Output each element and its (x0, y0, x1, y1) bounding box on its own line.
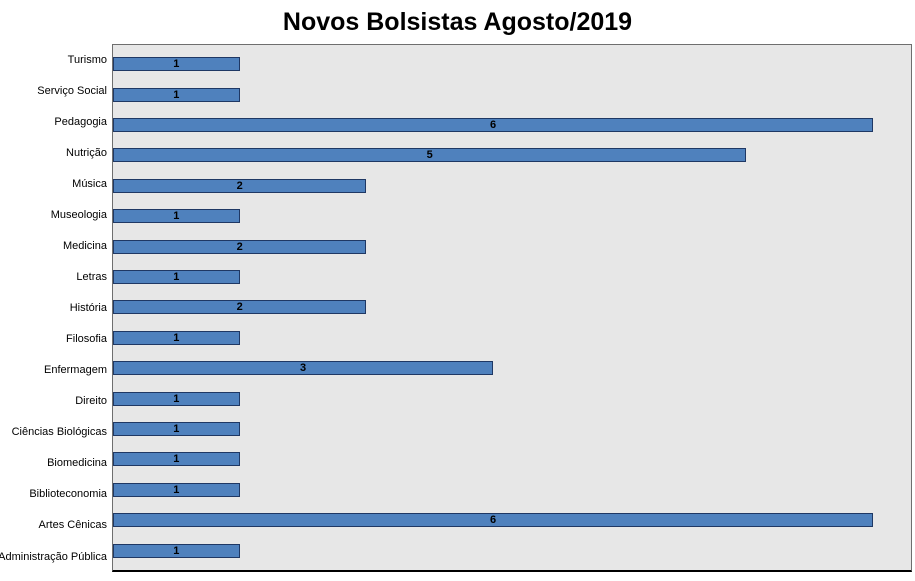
bar: 3 (113, 361, 493, 376)
bar-slot: 1 (113, 201, 911, 231)
bar-value-label: 6 (489, 514, 497, 527)
bar: 2 (113, 239, 367, 254)
bar-value-label: 1 (173, 483, 180, 496)
category-label: Filosofia (66, 333, 107, 346)
category-label: Serviço Social (37, 84, 107, 97)
bar: 2 (113, 300, 367, 315)
category-label: Biblioteconomia (29, 488, 107, 501)
bar: 1 (113, 330, 240, 345)
bar-value-label: 2 (236, 240, 243, 253)
bar: 2 (113, 178, 367, 193)
bar: 1 (113, 482, 240, 497)
chart-body: Turismo Serviço Social Pedagogia Nutrição Mú… (0, 44, 912, 572)
category-label: Museologia (50, 208, 107, 221)
bar: 1 (113, 57, 240, 72)
category-label: Direito (75, 395, 107, 408)
bar-slot: 1 (113, 536, 911, 566)
bar-value-label: 1 (173, 88, 180, 101)
category-label: Música (72, 177, 107, 190)
bar: 5 (113, 148, 747, 163)
bar: 1 (113, 543, 240, 558)
bar-value-label: 5 (426, 149, 433, 162)
category-label: Nutrição (66, 146, 107, 159)
bar: 6 (113, 513, 873, 528)
bar-value-label: 1 (173, 392, 180, 405)
category-label: Pedagogia (54, 115, 107, 128)
bar-slot: 1 (113, 79, 911, 109)
bar-value-label: 1 (173, 331, 180, 344)
bar-slot: 2 (113, 292, 911, 322)
bar-slot: 1 (113, 262, 911, 292)
bar-value-label: 1 (173, 210, 180, 223)
bar: 6 (113, 118, 873, 133)
bar: 1 (113, 422, 240, 437)
bar-slot: 1 (113, 49, 911, 79)
bar-value-label: 1 (173, 58, 180, 71)
category-label: Letras (76, 270, 107, 283)
bar-slot: 1 (113, 323, 911, 353)
bar-slot: 5 (113, 140, 911, 170)
bar-slot: 6 (113, 110, 911, 140)
bar-slot: 3 (113, 353, 911, 383)
category-label: Turismo (67, 53, 107, 66)
category-label: Biomedicina (47, 457, 107, 470)
bar-value-label: 1 (173, 423, 180, 436)
bar-value-label: 1 (173, 271, 180, 284)
bar-value-label: 6 (489, 119, 497, 132)
bar-slot: 1 (113, 475, 911, 505)
category-label: Artes Cênicas (38, 519, 107, 532)
bar-slot: 1 (113, 414, 911, 444)
bar-value-label: 1 (173, 544, 180, 557)
bar-value-label: 3 (299, 362, 307, 375)
category-label: Ciências Biológicas (11, 426, 107, 439)
bar-slot: 2 (113, 231, 911, 261)
bar-value-label: 1 (173, 453, 180, 466)
category-axis-labels: Turismo Serviço Social Pedagogia Nutrição Mú… (0, 44, 112, 572)
category-label: Administração Pública (0, 550, 107, 563)
bar: 1 (113, 87, 240, 102)
category-label: Medicina (62, 239, 107, 252)
bar-slot: 2 (113, 171, 911, 201)
bar-slot: 1 (113, 444, 911, 474)
bar-slot: 6 (113, 505, 911, 535)
bar-value-label: 2 (236, 179, 243, 192)
bar: 1 (113, 452, 240, 467)
bar: 1 (113, 209, 240, 224)
bar-value-label: 2 (236, 301, 243, 314)
bar: 1 (113, 391, 240, 406)
bar: 1 (113, 270, 240, 285)
category-label: Enfermagem (44, 364, 107, 377)
bar-slot: 1 (113, 383, 911, 413)
chart-title: Novos Bolsistas Agosto/2019 (282, 8, 633, 36)
category-label: História (69, 302, 107, 315)
